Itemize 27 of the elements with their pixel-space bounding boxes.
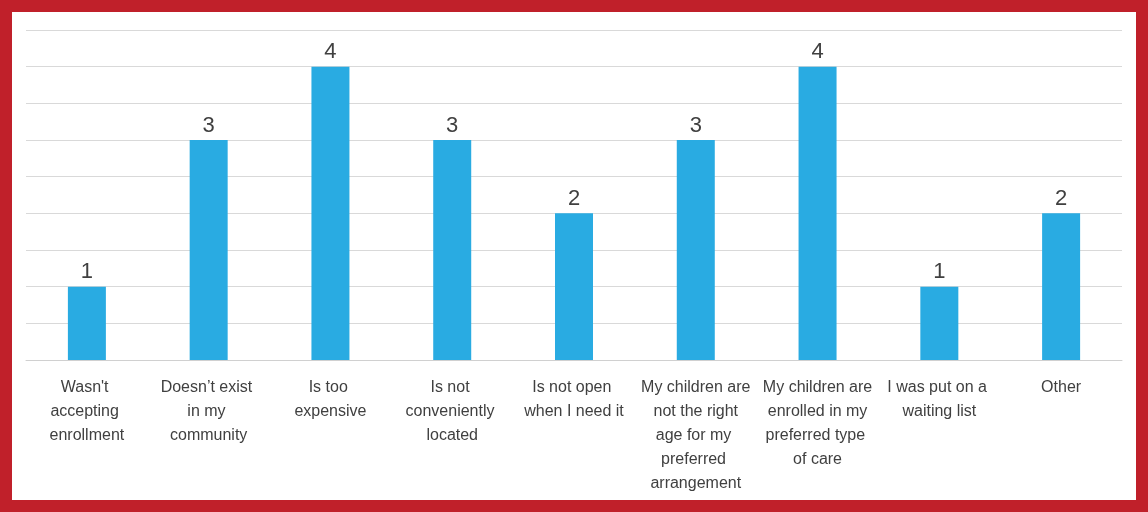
data-label: 3 [689,111,702,137]
x-tick-label: Doesn’t exist in my community [160,377,257,443]
data-label: 3 [446,111,459,137]
data-label: 1 [933,258,946,284]
x-tick-label: Other [1041,377,1082,395]
bar [433,140,472,360]
x-tick-label: My children are not the right age for my preferred arrangement [641,377,751,491]
x-tick-label: Is too expensive [294,377,367,419]
x-tick-label: Is not open when I need it [523,377,625,419]
x-tick-label: My children are enrolled in my preferred type of care [762,377,873,467]
data-label: 1 [80,258,94,284]
data-label: 3 [202,111,215,137]
x-tick-label: I was put on a waiting list [887,377,992,419]
data-label: 2 [567,184,581,210]
data-label: 2 [1054,184,1068,210]
bar [676,140,715,360]
bar [555,213,593,360]
bar [67,286,106,360]
data-label: 4 [324,38,337,64]
x-tick-label: Is not conveniently located [405,377,499,443]
bar [311,66,350,360]
bar [798,66,837,360]
x-tick-label: Wasn't accepting enrollment [49,377,125,443]
data-label: 4 [811,38,824,64]
bar [189,140,228,360]
bar [920,286,959,360]
bar [1042,213,1081,360]
